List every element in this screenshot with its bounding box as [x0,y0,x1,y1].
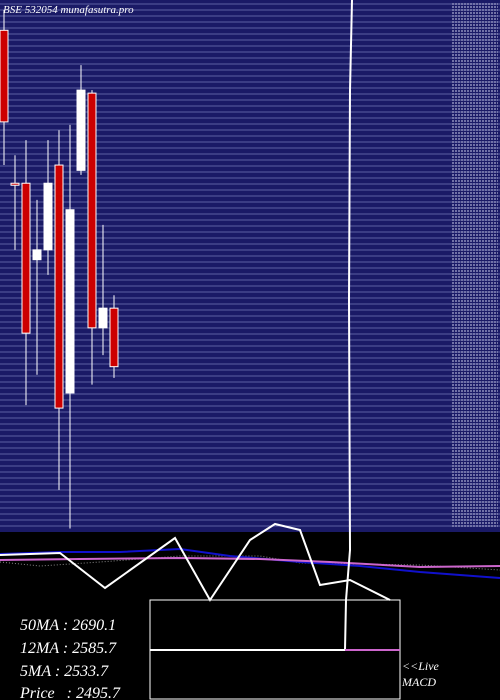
candle-body [98,307,108,329]
candle-body [87,92,97,329]
candles [0,9,119,529]
ma-line [0,556,500,569]
candle-body [43,182,53,251]
candle-body [21,182,31,334]
indicator-label: 5MA : 2533.7 [20,663,109,680]
decor [0,3,500,527]
candle-body [54,164,64,409]
marker-line [344,0,353,651]
ma-line [0,547,500,579]
candle-body [109,307,119,368]
panel-label: MACD [401,675,436,689]
candle-body [0,29,9,123]
macd-line [0,522,391,602]
candle-body [10,182,20,186]
indicator-label: 12MA : 2585.7 [20,640,117,657]
signal-line [0,555,500,571]
candle-body [65,209,75,394]
candle-body [32,249,42,261]
candle-body [76,89,86,171]
price-panel [0,0,500,532]
indicator-label: 50MA : 2690.1 [20,617,116,634]
indicator-label: Price : 2495.7 [19,685,121,700]
live-label: <<Live [402,659,440,673]
indicator-panel [0,532,500,700]
chart-title: BSE 532054 munafasutra.pro [3,4,134,16]
